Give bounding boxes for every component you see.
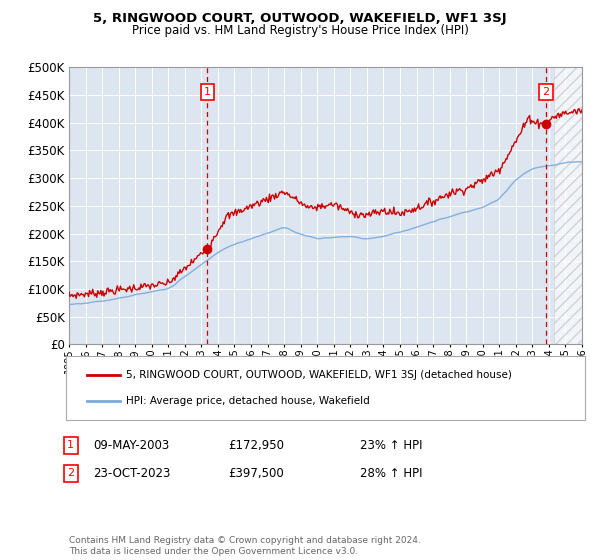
Text: Price paid vs. HM Land Registry's House Price Index (HPI): Price paid vs. HM Land Registry's House … bbox=[131, 24, 469, 36]
Text: £172,950: £172,950 bbox=[228, 438, 284, 452]
Bar bbox=[554, 67, 582, 344]
Text: 23% ↑ HPI: 23% ↑ HPI bbox=[360, 438, 422, 452]
Text: 1: 1 bbox=[67, 440, 74, 450]
Text: 2: 2 bbox=[542, 87, 550, 97]
Text: 09-MAY-2003: 09-MAY-2003 bbox=[93, 438, 169, 452]
Text: HPI: Average price, detached house, Wakefield: HPI: Average price, detached house, Wake… bbox=[126, 396, 370, 406]
Text: 1: 1 bbox=[204, 87, 211, 97]
Text: 2: 2 bbox=[67, 468, 74, 478]
Text: 5, RINGWOOD COURT, OUTWOOD, WAKEFIELD, WF1 3SJ (detached house): 5, RINGWOOD COURT, OUTWOOD, WAKEFIELD, W… bbox=[126, 370, 512, 380]
Text: Contains HM Land Registry data © Crown copyright and database right 2024.
This d: Contains HM Land Registry data © Crown c… bbox=[69, 536, 421, 556]
Text: 5, RINGWOOD COURT, OUTWOOD, WAKEFIELD, WF1 3SJ: 5, RINGWOOD COURT, OUTWOOD, WAKEFIELD, W… bbox=[93, 12, 507, 25]
Text: 28% ↑ HPI: 28% ↑ HPI bbox=[360, 466, 422, 480]
Text: 23-OCT-2023: 23-OCT-2023 bbox=[93, 466, 170, 480]
Text: £397,500: £397,500 bbox=[228, 466, 284, 480]
